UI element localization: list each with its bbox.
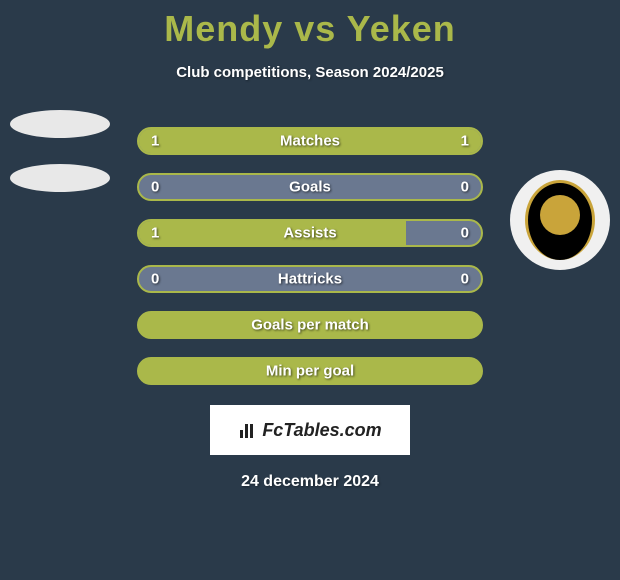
bar-value-left: 1 [151,225,159,242]
stat-bar: 0 0 Hattricks [137,265,483,293]
bar-label: Matches [280,133,340,150]
watermark-label: FcTables.com [262,420,381,441]
stat-bar: 1 1 Matches [137,127,483,155]
bar-value-right: 0 [461,271,469,288]
chart-icon [238,422,258,438]
bar-value-right: 0 [461,179,469,196]
watermark-text: FcTables.com [238,420,381,441]
stat-bar: Min per goal [137,357,483,385]
bar-label: Hattricks [278,271,342,288]
player2-name: Yeken [347,8,456,49]
vs-text: vs [294,8,336,49]
club-crest-icon [525,180,595,260]
placeholder-ellipse [10,164,110,192]
watermark-box: FcTables.com [210,405,410,455]
placeholder-ellipse [10,110,110,138]
stat-bars-container: 1 1 Matches 0 0 Goals 1 0 Assists 0 0 Hattricks Goal… [137,127,483,385]
bar-value-right: 1 [461,133,469,150]
date-text: 24 december 2024 [0,473,620,491]
bar-value-right: 0 [461,225,469,242]
comparison-title: Mendy vs Yeken [0,0,620,50]
bar-value-left: 0 [151,179,159,196]
stat-bar: 0 0 Goals [137,173,483,201]
bar-label: Assists [283,225,336,242]
bar-value-left: 1 [151,133,159,150]
bar-label: Goals [289,179,331,196]
player1-badge [10,110,110,210]
stat-bar: Goals per match [137,311,483,339]
bar-fill-left [139,221,406,245]
bar-label: Goals per match [251,317,369,334]
club-crest-container [510,170,610,270]
bar-value-left: 0 [151,271,159,288]
subtitle: Club competitions, Season 2024/2025 [0,64,620,81]
player2-badge [510,170,610,270]
player1-name: Mendy [164,8,283,49]
stat-bar: 1 0 Assists [137,219,483,247]
bar-label: Min per goal [266,363,354,380]
